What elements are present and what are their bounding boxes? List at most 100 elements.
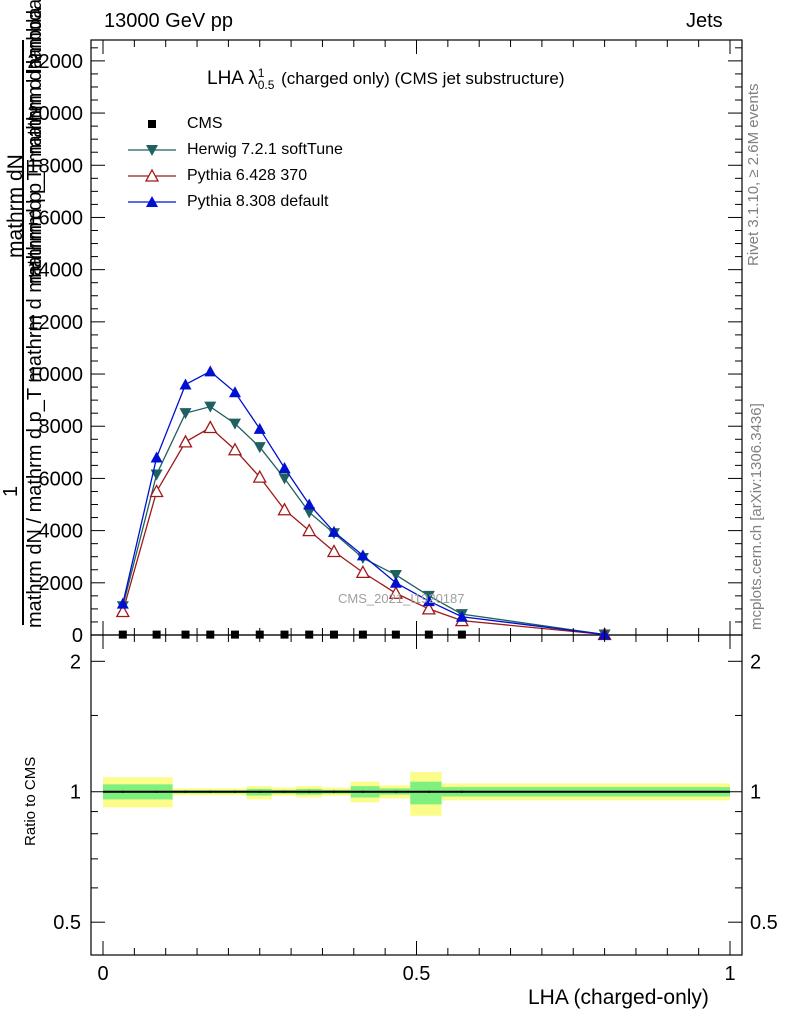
ratio-point-cms-12	[460, 790, 463, 793]
point-herwig-3	[204, 401, 217, 413]
point-cms-8	[329, 630, 338, 639]
side-text-mcplots: mcplots.cern.ch [arXiv:1306.3436]	[748, 403, 765, 630]
point-herwig-10	[389, 569, 402, 581]
ratio-ytick-label-right-0: 0.5	[750, 912, 778, 934]
point-pythia8-8	[327, 525, 340, 537]
point-pythia8-12	[455, 610, 468, 622]
main-ytick-label-1: 4000	[39, 521, 84, 543]
legend-label-herwig: Herwig 7.2.1 softTune	[187, 141, 343, 158]
plot-title-rest: (charged only) (CMS jet substructure)	[276, 69, 565, 88]
main-ytick-label-8: 18000	[27, 155, 83, 177]
point-herwig-6	[278, 473, 291, 485]
ratio-xtick-label-0: 0	[97, 963, 108, 985]
ylabel-denominator: mathrm dN / mathrm d p_T mathrm d mathrm…	[24, 7, 46, 628]
header-right: Jets	[686, 10, 723, 32]
legend-marker-pythia6	[144, 168, 160, 182]
series-line-pythia8	[122, 370, 605, 636]
point-herwig-2	[179, 408, 192, 420]
point-cms-6	[280, 630, 289, 639]
point-pythia6-9	[355, 565, 370, 579]
ratio-ytick-label-left-0: 0.5	[53, 912, 81, 934]
ratio-ytick-label-right-2: 2	[750, 651, 761, 673]
point-pythia6-4	[227, 442, 243, 456]
point-pythia6-7	[302, 523, 317, 537]
main-ytick-label-5: 12000	[27, 312, 83, 334]
legend-label-pythia8: Pythia 8.308 default	[187, 193, 329, 210]
ratio-ytick-label-left-1: 1	[70, 782, 81, 804]
point-cms-10	[391, 630, 400, 639]
main-ytick-label-2: 6000	[39, 468, 84, 490]
ratio-point-cms-2	[184, 790, 187, 793]
point-herwig-7	[303, 507, 316, 519]
point-cms-9	[358, 630, 367, 639]
point-pythia6-10	[388, 585, 403, 599]
plot-title-main: LHA λ	[207, 68, 258, 89]
point-pythia8-11	[422, 595, 435, 607]
ratio-ylabel: Ratio to CMS	[22, 756, 39, 846]
ratio-point-cms-9	[361, 790, 364, 793]
point-cms-7	[305, 630, 314, 639]
point-herwig-5	[253, 442, 266, 454]
ratio-point-cms-0	[121, 790, 124, 793]
legend-label-pythia6: Pythia 6.428 370	[187, 167, 308, 184]
point-pythia8-3	[204, 365, 217, 377]
point-pythia8-6	[278, 461, 291, 473]
point-pythia6-11	[421, 601, 436, 615]
point-pythia8-7	[303, 498, 316, 510]
point-pythia8-4	[228, 386, 241, 398]
point-pythia6-1	[149, 484, 164, 498]
legend-marker-pythia8	[146, 196, 158, 207]
ratio-point-cms-7	[308, 790, 311, 793]
point-pythia8-9	[356, 549, 369, 561]
plot-title-sup: 1	[257, 66, 265, 81]
xlabel: LHA (charged-only)	[528, 986, 709, 1009]
point-pythia6-2	[178, 434, 193, 448]
point-pythia8-2	[179, 378, 192, 390]
point-cms-3	[206, 630, 215, 639]
legend-marker-cms	[148, 120, 156, 128]
ylabel-one: 1	[0, 485, 22, 497]
point-pythia6-8	[326, 544, 342, 558]
legend-label-cms: CMS	[187, 115, 223, 132]
ratio-point-cms-3	[209, 790, 212, 793]
point-herwig-4	[228, 418, 241, 430]
point-cms-2	[181, 630, 190, 639]
ratio-point-cms-6	[283, 790, 286, 793]
ratio-point-cms-8	[332, 790, 335, 793]
ratio-point-cms-1	[155, 790, 158, 793]
point-pythia8-10	[389, 576, 402, 588]
ratio-ytick-label-right-1: 1	[750, 782, 761, 804]
ratio-xtick-label-2: 1	[724, 963, 735, 985]
point-cms-0	[118, 630, 127, 639]
series-line-herwig	[122, 405, 605, 636]
ratio-point-cms-10	[394, 790, 397, 793]
main-ytick-label-6: 14000	[27, 260, 83, 282]
point-pythia8-1	[150, 451, 163, 463]
point-cms-1	[152, 630, 161, 639]
main-ytick-label-9: 20000	[27, 103, 83, 125]
series-line-pythia6	[122, 426, 605, 636]
plot-title: LHA λ 1 0.5 (charged only) (CMS jet substr…	[207, 66, 565, 93]
main-ytick-label-3: 8000	[39, 416, 84, 438]
main-ytick-label-4: 10000	[27, 364, 83, 386]
point-cms-12	[457, 630, 466, 639]
point-pythia6-6	[277, 502, 292, 516]
main-ytick-label-7: 16000	[27, 207, 83, 229]
point-cms-11	[424, 630, 433, 639]
point-pythia6-3	[203, 420, 218, 434]
plot-title-sub: 0.5	[257, 78, 275, 93]
watermark: CMS_2021_I1920187	[338, 591, 465, 606]
point-pythia8-0	[116, 597, 129, 609]
ratio-ytick-label-left-2: 2	[70, 651, 81, 673]
ratio-point-cms-4	[233, 790, 236, 793]
point-cms-4	[230, 630, 239, 639]
ratio-point-cms-11	[427, 790, 430, 793]
main-ytick-label-zero: 0	[72, 625, 83, 647]
ratio-band-inner-8	[410, 781, 442, 805]
point-pythia6-0	[115, 604, 130, 618]
point-pythia8-5	[253, 422, 266, 434]
ratio-xtick-label-1: 0.5	[403, 963, 431, 985]
legend-marker-herwig	[146, 145, 158, 156]
point-pythia6-5	[252, 469, 267, 483]
